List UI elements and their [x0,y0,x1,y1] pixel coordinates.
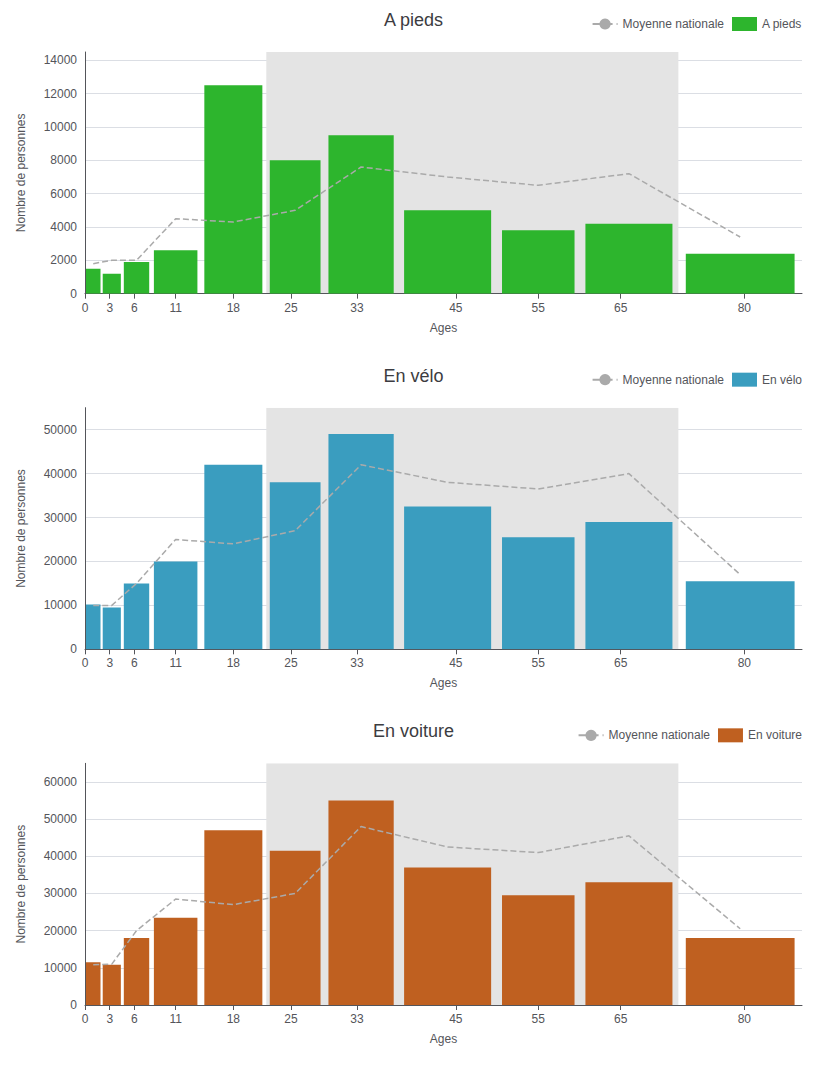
svg-text:18: 18 [227,656,241,670]
svg-text:80: 80 [738,656,752,670]
svg-text:6: 6 [131,656,138,670]
svg-text:45: 45 [449,1012,463,1026]
svg-text:65: 65 [614,1012,628,1026]
svg-text:En voiture: En voiture [748,728,802,742]
svg-text:0: 0 [82,1012,89,1026]
svg-text:10000: 10000 [44,598,78,612]
svg-text:3: 3 [106,656,113,670]
svg-text:En vélo: En vélo [762,373,802,387]
svg-text:80: 80 [738,301,752,315]
svg-text:10000: 10000 [44,120,78,134]
svg-text:0: 0 [70,287,77,301]
svg-text:33: 33 [350,301,364,315]
svg-text:Nombre de personnes: Nombre de personnes [14,825,28,944]
svg-text:55: 55 [532,656,546,670]
svg-text:Nombre de personnes: Nombre de personnes [14,113,28,232]
svg-text:60000: 60000 [44,775,78,789]
svg-text:18: 18 [227,301,241,315]
svg-text:11: 11 [169,656,182,670]
svg-text:50000: 50000 [44,812,78,826]
svg-text:12000: 12000 [44,87,78,101]
svg-text:65: 65 [614,301,628,315]
svg-text:0: 0 [82,656,89,670]
svg-text:55: 55 [532,301,546,315]
svg-text:Ages: Ages [430,321,457,335]
svg-text:Ages: Ages [430,1032,457,1046]
svg-text:0: 0 [70,998,77,1012]
svg-text:30000: 30000 [44,511,78,525]
svg-text:10000: 10000 [44,961,78,975]
svg-text:A pieds: A pieds [762,17,801,31]
svg-text:33: 33 [350,1012,364,1026]
svg-text:40000: 40000 [44,849,78,863]
svg-text:20000: 20000 [44,924,78,938]
svg-text:65: 65 [614,656,628,670]
svg-text:6: 6 [131,1012,138,1026]
svg-text:En voiture: En voiture [373,721,454,741]
svg-text:80: 80 [738,1012,752,1026]
svg-text:Moyenne nationale: Moyenne nationale [623,373,725,387]
svg-text:6000: 6000 [50,187,77,201]
svg-text:0: 0 [70,642,77,656]
svg-text:3: 3 [106,1012,113,1026]
svg-text:50000: 50000 [44,423,78,437]
svg-text:Ages: Ages [430,676,457,690]
svg-text:En vélo: En vélo [383,366,443,386]
svg-text:0: 0 [82,301,89,315]
svg-text:4000: 4000 [50,220,77,234]
svg-text:6: 6 [131,301,138,315]
svg-text:Nombre de personnes: Nombre de personnes [14,469,28,588]
svg-text:20000: 20000 [44,554,78,568]
svg-text:33: 33 [350,656,364,670]
svg-text:18: 18 [227,1012,241,1026]
svg-text:40000: 40000 [44,467,78,481]
svg-text:14000: 14000 [44,53,78,67]
svg-text:45: 45 [449,656,463,670]
svg-text:Moyenne nationale: Moyenne nationale [623,17,725,31]
svg-text:30000: 30000 [44,886,78,900]
svg-text:25: 25 [284,301,298,315]
svg-text:25: 25 [284,656,298,670]
svg-text:25: 25 [284,1012,298,1026]
svg-text:45: 45 [449,301,463,315]
svg-text:55: 55 [532,1012,546,1026]
svg-text:11: 11 [169,301,182,315]
svg-text:3: 3 [106,301,113,315]
svg-text:Moyenne nationale: Moyenne nationale [609,728,711,742]
svg-text:A pieds: A pieds [384,10,443,30]
svg-text:11: 11 [169,1012,182,1026]
svg-text:8000: 8000 [50,153,77,167]
svg-text:2000: 2000 [50,253,77,267]
